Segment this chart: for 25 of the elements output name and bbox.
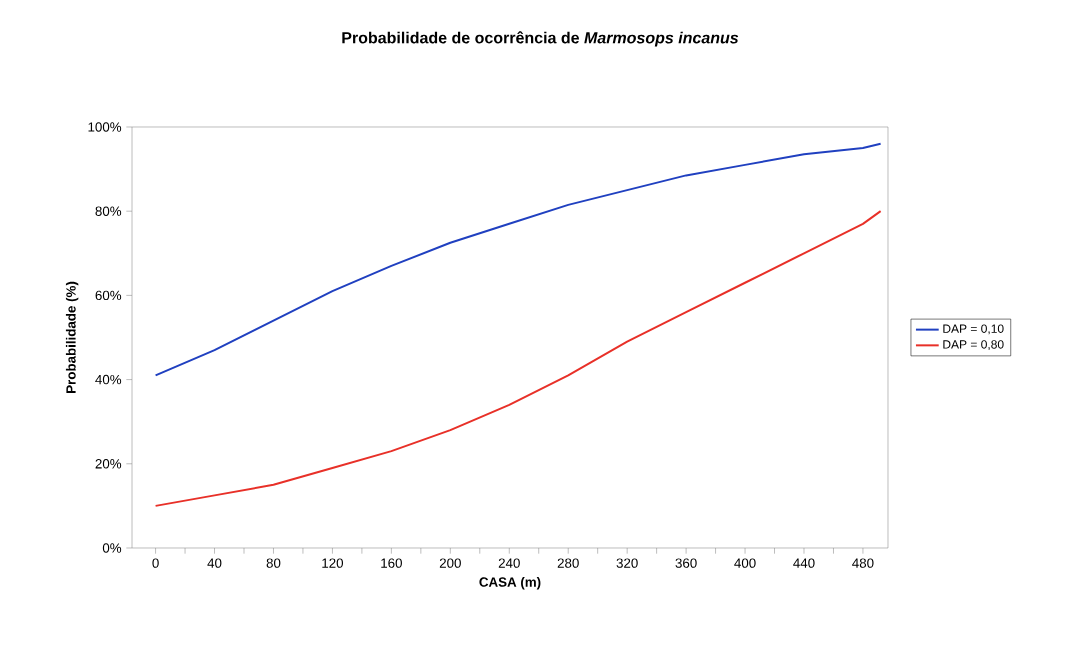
- x-tick-label: 400: [734, 558, 756, 568]
- x-tick-label: 40: [207, 558, 222, 568]
- x-tick-label: 160: [381, 558, 402, 568]
- legend-label: DAP = 0,80: [943, 340, 1004, 351]
- y-tick-label: 100%: [88, 122, 122, 132]
- x-tick-label: 480: [852, 558, 874, 568]
- chart-title: Probabilidade de ocorrência de Marmosops incanus: [342, 31, 739, 47]
- x-tick-label: 280: [557, 558, 579, 568]
- y-tick-label: 0%: [102, 543, 122, 553]
- legend-label: DAP = 0,10: [943, 324, 1004, 335]
- line-series: [154, 210, 882, 507]
- x-axis-title: CASA (m): [479, 576, 541, 590]
- x-tick-label: 320: [616, 558, 638, 568]
- y-axis-title: Probabilidade (%): [65, 281, 79, 393]
- x-tick-label: 120: [322, 558, 344, 568]
- y-tick-label: 20%: [95, 459, 122, 469]
- x-tick-label: 440: [793, 558, 815, 568]
- y-tick-label: 60%: [95, 290, 122, 301]
- x-tick-label: 200: [439, 558, 461, 568]
- x-tick-label: 0: [152, 558, 159, 568]
- x-tick-label: 240: [498, 558, 520, 568]
- y-tick-label: 80%: [95, 206, 122, 216]
- x-tick-label: 360: [675, 558, 697, 568]
- y-tick-label: 40%: [95, 374, 122, 385]
- x-tick-label: 80: [266, 558, 281, 568]
